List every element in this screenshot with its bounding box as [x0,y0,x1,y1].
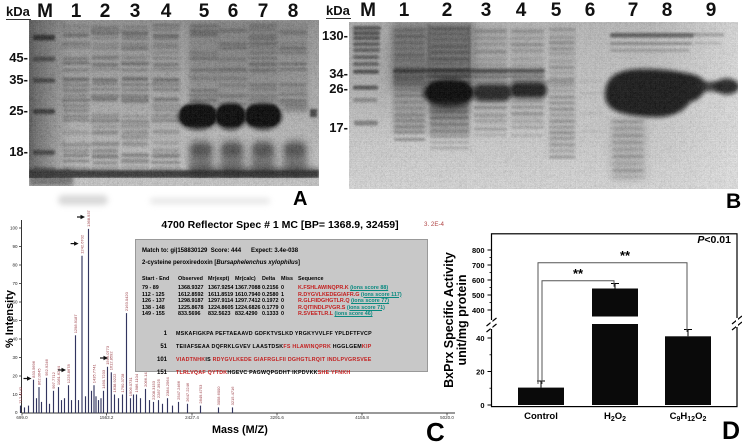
svg-text:2384.2564: 2384.2564 [165,377,170,397]
svg-text:60: 60 [12,300,18,305]
svg-text:3058.6000: 3058.6000 [216,386,221,406]
svg-text:3291.6: 3291.6 [270,415,284,420]
svg-text:80: 80 [12,263,18,268]
svg-text:2427.4: 2427.4 [185,415,199,420]
svg-text:Control: Control [524,411,558,422]
svg-text:400: 400 [472,306,485,315]
svg-text:1368.9378: 1368.9378 [86,210,91,227]
svg-text:20: 20 [12,374,18,379]
svg-text:1490.7233: 1490.7233 [101,369,106,389]
svg-text:500: 500 [472,291,485,300]
svg-text:862.0645: 862.0645 [36,368,41,385]
svg-text:1569.0773: 1569.0773 [105,345,110,365]
svg-text:1081.6234: 1081.6234 [56,365,61,385]
svg-text:1906.0731: 1906.0731 [128,377,133,397]
svg-text:1638.9222: 1638.9222 [112,373,117,393]
svg-text:997.7712: 997.7712 [51,371,56,388]
svg-text:700: 700 [472,261,485,270]
svg-text:**: ** [620,248,631,263]
svg-text:699.0: 699.0 [16,415,28,420]
svg-text:600: 600 [472,276,485,285]
svg-text:0: 0 [15,410,18,415]
svg-text:10: 10 [12,392,18,397]
svg-text:2163.0420: 2163.0420 [124,291,129,311]
svg-text:1435.7741: 1435.7741 [91,364,96,384]
svg-text:20: 20 [476,368,484,377]
svg-text:P<0.01: P<0.01 [697,234,731,246]
svg-text:1298.9187: 1298.9187 [73,314,78,334]
svg-text:833.5696: 833.5696 [31,360,36,377]
svg-text:0: 0 [480,401,484,410]
svg-text:5020.0: 5020.0 [440,415,454,420]
svg-text:3215.4716: 3215.4716 [230,386,235,406]
svg-text:40: 40 [12,337,18,342]
svg-text:2287.3925: 2287.3925 [156,378,161,398]
svg-text:H2O2: H2O2 [604,411,626,423]
svg-text:2647.2246: 2647.2246 [185,382,190,402]
svg-text:2849.4753: 2849.4753 [198,384,203,404]
svg-text:800: 800 [472,246,485,255]
svg-text:1612.8592: 1612.8592 [109,351,114,371]
svg-text:90: 90 [12,244,18,249]
svg-text:40: 40 [476,334,484,343]
svg-text:**: ** [573,266,584,281]
svg-text:1790.3728: 1790.3728 [120,373,125,393]
svg-text:4155.8: 4155.8 [355,415,369,420]
svg-text:100: 100 [10,226,18,231]
svg-text:1242.6702: 1242.6702 [79,234,84,254]
svg-text:2066.1420: 2066.1420 [143,367,148,387]
svg-text:2547.2466: 2547.2466 [176,380,181,400]
svg-text:70: 70 [12,281,18,286]
svg-text:1225.8678: 1225.8678 [66,364,71,384]
svg-text:1563.2: 1563.2 [100,415,114,420]
svg-text:1986.1104: 1986.1104 [134,373,139,392]
svg-text:50: 50 [12,318,18,323]
svg-text:952.9246: 952.9246 [44,358,49,375]
svg-text:2208.3153: 2208.3153 [151,380,156,400]
svg-text:C9H12O2: C9H12O2 [670,411,707,423]
svg-text:717.4142: 717.4142 [18,386,23,403]
svg-text:30: 30 [12,355,18,360]
